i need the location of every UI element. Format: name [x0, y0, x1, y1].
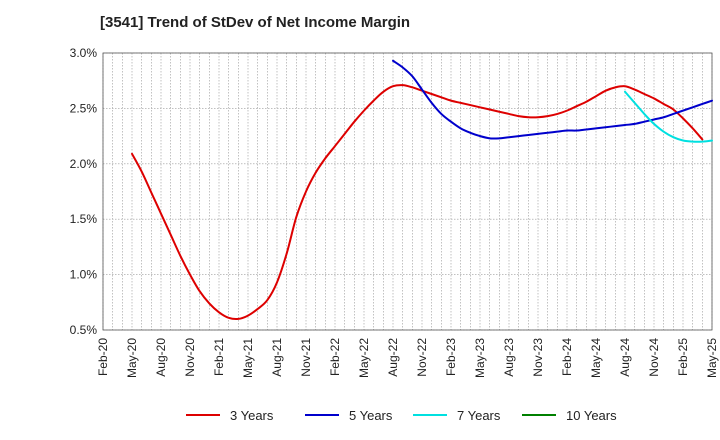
x-tick-label: Nov-22 — [415, 338, 429, 377]
x-tick-label: Feb-23 — [444, 338, 458, 376]
legend-swatch-3-years — [186, 414, 220, 416]
legend-swatch-10-years — [522, 414, 556, 416]
x-tick-label: Nov-24 — [647, 338, 661, 377]
chart-title: [3541] Trend of StDev of Net Income Marg… — [100, 14, 411, 31]
legend: 3 Years 5 Years 7 Years 10 Years — [0, 404, 720, 426]
y-tick-label: 0.5% — [70, 323, 98, 337]
y-tick-label: 1.5% — [70, 212, 98, 226]
x-tick-label: Nov-20 — [183, 338, 197, 377]
legend-swatch-5-years — [305, 414, 339, 416]
x-tick-label: May-21 — [241, 338, 255, 378]
series-lines — [131, 59, 713, 321]
y-tick-label: 3.0% — [70, 46, 98, 60]
y-tick-label: 1.0% — [70, 268, 98, 282]
x-tick-label: May-24 — [589, 338, 603, 378]
x-tick-label: May-23 — [473, 338, 487, 378]
x-tick-label: Feb-25 — [676, 338, 690, 376]
x-tick-label: Aug-21 — [270, 338, 284, 377]
series-line-7-years — [624, 90, 713, 143]
x-tick-label: Feb-20 — [96, 338, 110, 376]
legend-label-7-years: 7 Years — [457, 407, 501, 423]
y-tick-label: 2.0% — [70, 157, 98, 171]
legend-label-3-years: 3 Years — [230, 407, 274, 423]
legend-item-10-years: 10 Years — [522, 404, 617, 426]
legend-item-7-years: 7 Years — [413, 404, 500, 426]
x-tick-label: May-22 — [357, 338, 371, 378]
series-line-5-years — [392, 59, 713, 140]
x-tick-label: Feb-24 — [560, 338, 574, 376]
legend-label-10-years: 10 Years — [566, 407, 617, 423]
x-tick-label: Aug-24 — [618, 338, 632, 377]
x-tick-label: Feb-21 — [212, 338, 226, 376]
legend-item-3-years: 3 Years — [186, 404, 273, 426]
x-tick-label: Feb-22 — [328, 338, 342, 376]
legend-swatch-7-years — [413, 414, 447, 416]
x-tick-label: Nov-23 — [531, 338, 545, 377]
x-tick-label: Aug-20 — [154, 338, 168, 377]
legend-item-5-years: 5 Years — [305, 404, 392, 426]
legend-label-5-years: 5 Years — [349, 407, 393, 423]
x-tick-label: May-25 — [705, 338, 719, 378]
x-tick-label: Aug-22 — [386, 338, 400, 377]
x-tick-label: May-20 — [125, 338, 139, 378]
x-tick-label: Aug-23 — [502, 338, 516, 377]
axes: 0.5% 1.0% 1.5% 2.0% 2.5% 3.0% Feb-20 May-20 Aug-… — [70, 46, 719, 378]
x-tick-label: Nov-21 — [299, 338, 313, 377]
y-tick-label: 2.5% — [70, 101, 98, 115]
series-line-3-years — [131, 84, 704, 321]
plot-area-border — [102, 52, 713, 331]
grid — [102, 52, 713, 331]
